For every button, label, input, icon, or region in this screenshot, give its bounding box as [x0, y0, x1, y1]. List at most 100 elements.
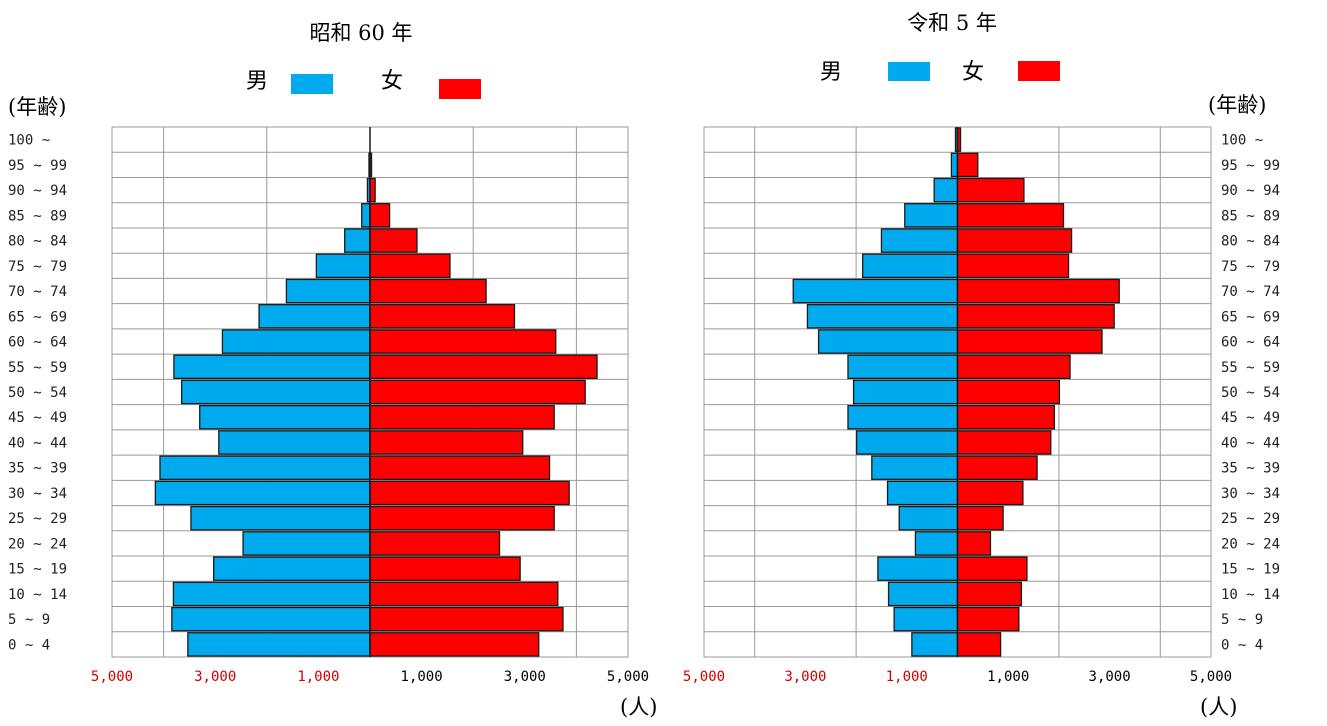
bar-female	[369, 505, 555, 531]
age-tick-label: 90 ~ 94	[1221, 183, 1280, 199]
bar-female	[369, 379, 586, 405]
age-tick-label: 80 ~ 84	[1221, 234, 1280, 250]
bar-male	[847, 404, 959, 430]
age-tick-label: 25 ~ 29	[1221, 511, 1280, 527]
left-unit-label: (人)	[620, 695, 657, 719]
bar-female	[956, 581, 1023, 607]
age-tick-label: 60 ~ 64	[8, 335, 67, 351]
bar-male	[172, 581, 371, 607]
bar-male	[285, 278, 371, 304]
age-tick-label: 95 ~ 99	[1221, 158, 1280, 174]
bar-female	[369, 278, 487, 304]
age-tick-label: 45 ~ 49	[1221, 410, 1280, 426]
bar-female	[369, 304, 516, 329]
age-tick-label: 80 ~ 84	[8, 234, 67, 250]
bar-male	[871, 455, 959, 480]
x-tick-label: 5,000	[1190, 669, 1232, 685]
bar-female	[956, 480, 1024, 506]
age-tick-label: 40 ~ 44	[1221, 435, 1280, 451]
age-tick-label: 70 ~ 74	[8, 284, 67, 300]
bar-male	[173, 354, 371, 380]
bar-male	[855, 430, 959, 455]
age-tick-label: 85 ~ 89	[1221, 208, 1280, 224]
bar-female	[369, 632, 540, 657]
legend-female-swatch	[1018, 61, 1060, 81]
bar-female	[956, 632, 1002, 657]
bar-male	[199, 404, 371, 430]
age-tick-label: 30 ~ 34	[8, 486, 67, 502]
bar-male	[258, 304, 371, 329]
age-tick-label: 15 ~ 19	[8, 562, 67, 578]
bar-female	[369, 480, 570, 506]
age-tick-label: 55 ~ 59	[1221, 360, 1280, 376]
bar-female	[956, 430, 1052, 455]
bar-male	[887, 581, 959, 607]
bar-female	[956, 228, 1073, 253]
bar-female	[956, 203, 1065, 228]
legend-male-swatch	[888, 62, 930, 81]
bar-male	[893, 606, 959, 632]
bar-male	[847, 354, 959, 380]
bar-female	[369, 556, 521, 581]
legend-male-label: 男	[246, 69, 268, 94]
x-tick-label: 1,000	[297, 669, 339, 685]
bar-female	[956, 404, 1055, 430]
age-tick-label: 20 ~ 24	[1221, 536, 1280, 552]
bar-female	[956, 379, 1061, 405]
bar-male	[880, 228, 959, 253]
bar-male	[171, 606, 371, 632]
bar-male	[213, 556, 371, 581]
age-tick-label: 35 ~ 39	[8, 461, 67, 477]
bar-female	[369, 531, 501, 556]
bar-female	[369, 430, 524, 455]
bar-male	[154, 480, 371, 506]
bar-female	[369, 581, 559, 607]
bar-female	[956, 556, 1028, 581]
x-tick-label: 5,000	[683, 669, 725, 685]
bar-male	[159, 455, 371, 480]
right-unit-label: (人)	[1200, 695, 1237, 719]
bar-male	[898, 505, 959, 531]
age-tick-label: 20 ~ 24	[8, 536, 67, 552]
x-tick-label: 3,000	[194, 669, 236, 685]
age-tick-label: 5 ~ 9	[1221, 612, 1263, 628]
bar-male	[242, 531, 371, 556]
bar-female	[956, 278, 1120, 304]
x-tick-label: 3,000	[504, 669, 546, 685]
age-tick-label: 70 ~ 74	[1221, 284, 1280, 300]
bar-female	[369, 354, 598, 380]
x-tick-label: 5,000	[91, 669, 133, 685]
bar-female	[956, 177, 1025, 203]
bar-female	[956, 329, 1103, 354]
age-tick-label: 30 ~ 34	[1221, 486, 1280, 502]
age-tick-label: 0 ~ 4	[8, 637, 50, 653]
bar-male	[914, 531, 959, 556]
age-tick-label: 40 ~ 44	[8, 435, 67, 451]
bar-male	[218, 430, 371, 455]
right-chart-title: 令和 5 年	[907, 11, 997, 35]
bar-male	[817, 329, 959, 354]
bar-male	[792, 278, 959, 304]
age-tick-label: 15 ~ 19	[1221, 562, 1280, 578]
bar-female	[956, 152, 979, 178]
age-tick-label: 95 ~ 99	[8, 158, 67, 174]
left-chart-title: 昭和 60 年	[309, 21, 412, 45]
bar-male	[181, 379, 371, 405]
age-tick-label: 75 ~ 79	[8, 259, 67, 275]
bar-male	[852, 379, 959, 405]
bar-female	[369, 228, 418, 253]
age-tick-label: 45 ~ 49	[8, 410, 67, 426]
bar-female	[369, 404, 555, 430]
bar-female	[956, 253, 1070, 279]
x-tick-label: 1,000	[886, 669, 928, 685]
bar-female	[956, 354, 1071, 380]
pyramid-chart-reiwa-5: 100 ~ 95 ~ 99 90 ~ 94 85 ~ 89 80 ~ 84 75 ~ 79…	[683, 126, 1280, 685]
bar-male	[806, 304, 959, 329]
bar-male	[933, 177, 959, 203]
bar-female	[369, 253, 451, 279]
x-tick-label: 5,000	[607, 669, 649, 685]
bar-male	[344, 228, 371, 253]
x-tick-label: 3,000	[784, 669, 826, 685]
bar-female	[956, 455, 1038, 480]
bar-female	[956, 505, 1004, 531]
